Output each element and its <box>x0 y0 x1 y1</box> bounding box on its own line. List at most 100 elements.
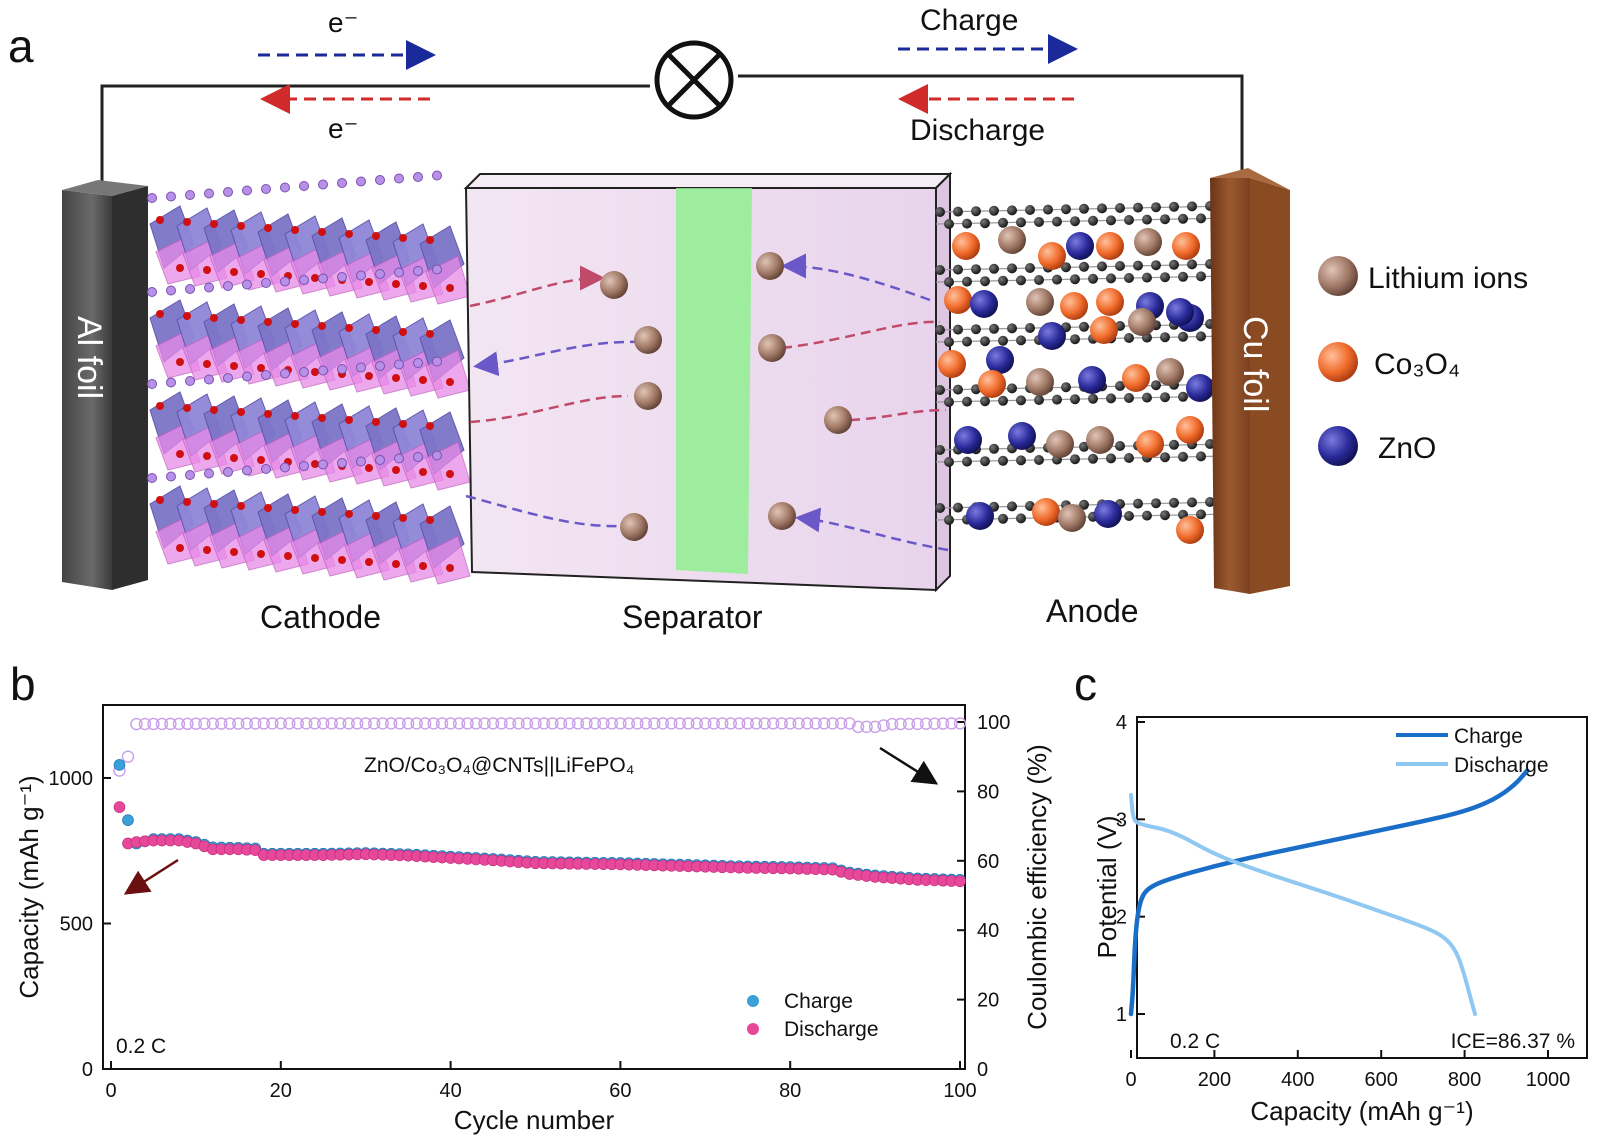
oxygen-atom <box>399 514 407 522</box>
discharge-curve <box>1129 793 1478 1016</box>
li-site <box>223 281 233 291</box>
carbon-atom <box>1025 323 1035 333</box>
carbon-atom <box>1196 509 1206 520</box>
ce-point <box>410 717 423 730</box>
oxygen-atom <box>264 224 272 232</box>
oxygen-atom <box>203 546 211 554</box>
zno-particle <box>1008 422 1036 450</box>
li-site <box>147 287 157 297</box>
carbon-atom <box>998 455 1008 466</box>
zno-particle <box>1066 232 1094 260</box>
carbon-atom <box>1205 439 1215 449</box>
ce-point <box>605 717 619 730</box>
carbon-atom <box>1169 201 1179 212</box>
carbon-atom <box>1034 455 1044 465</box>
carbon-atom <box>944 337 954 347</box>
zno-particle <box>986 346 1014 374</box>
legend-label-discharge: Discharge <box>784 1018 879 1041</box>
co3o4-particle <box>952 232 980 260</box>
li-ion <box>1134 228 1162 256</box>
oxygen-atom <box>399 420 407 428</box>
carbon-atom <box>989 443 999 454</box>
carbon-atom <box>1115 381 1125 391</box>
li-site <box>337 458 347 468</box>
oxygen-atom <box>230 454 238 462</box>
oxygen-atom <box>318 414 326 422</box>
ce-point <box>809 717 822 730</box>
carbon-atom <box>1007 205 1017 216</box>
ce-point <box>834 717 848 730</box>
co3o4-particle <box>978 370 1006 398</box>
zno-particle <box>1094 500 1122 528</box>
ce-point <box>325 717 338 730</box>
carbon-atom <box>1142 214 1152 225</box>
oxygen-atom <box>203 452 211 460</box>
y2-tick-label: 40 <box>977 920 999 942</box>
co3o4-particle <box>1032 498 1060 526</box>
li-site <box>413 172 423 182</box>
carbon-atom <box>962 336 972 347</box>
oxygen-atom <box>419 562 427 570</box>
anode-label: Anode <box>1046 593 1139 629</box>
ce-point <box>512 717 525 730</box>
oxygen-atom <box>176 358 184 366</box>
ce-point <box>648 717 661 730</box>
carbon-atom <box>1052 216 1062 227</box>
carbon-atom <box>1070 334 1080 345</box>
co3o4-particle <box>1176 416 1204 444</box>
carbon-atom <box>971 264 981 275</box>
ce-point <box>240 717 254 730</box>
carbon-atom <box>1007 323 1017 334</box>
oxygen-atom <box>372 326 380 334</box>
oxygen-atom <box>372 418 380 426</box>
co3o4-particle <box>1172 232 1200 260</box>
li-ion <box>634 382 662 410</box>
particle-legend: Lithium ions Co₃O₄ ZnO <box>1318 256 1528 466</box>
co3o4-particle <box>1122 364 1150 392</box>
ce-point <box>588 717 602 730</box>
li-site <box>166 191 176 202</box>
li-site <box>432 170 442 181</box>
oxygen-atom <box>264 504 272 512</box>
carbon-atom <box>1034 275 1044 285</box>
ce-point <box>707 717 720 730</box>
y-tick-label: 4 <box>1116 712 1127 734</box>
ce-point <box>851 720 865 734</box>
carbon-atom <box>1115 261 1125 271</box>
y2-tick-label: 0 <box>977 1059 988 1081</box>
oxygen-atom <box>210 314 218 322</box>
oxygen-atom <box>203 266 211 274</box>
carbon-atom <box>1169 497 1179 508</box>
li-site <box>261 464 271 474</box>
x-tick-label: 60 <box>609 1080 631 1102</box>
x-tick-label: 40 <box>439 1080 461 1102</box>
carbon-atom <box>1133 498 1143 509</box>
li-site <box>299 275 309 285</box>
carbon-atom <box>1205 497 1215 507</box>
ce-point <box>571 717 585 730</box>
co3o4-particle <box>1060 292 1088 320</box>
li-site <box>147 379 157 389</box>
charge-label: Charge <box>920 4 1018 37</box>
li-site <box>204 374 214 385</box>
li-ion <box>1026 288 1054 316</box>
zno-particle <box>1078 366 1106 394</box>
oxygen-atom <box>284 552 292 560</box>
carbon-atom <box>980 396 990 407</box>
li-site <box>242 465 252 476</box>
carbon-atom <box>1160 272 1170 283</box>
li-site <box>299 367 309 377</box>
ce-point <box>384 717 398 730</box>
li-site <box>204 282 214 293</box>
carbon-atom <box>998 513 1008 524</box>
li-site <box>318 179 328 190</box>
y-tick-label: 2 <box>1116 907 1127 929</box>
carbon-atom <box>1007 383 1017 394</box>
carbon-atom <box>1151 380 1161 391</box>
legend-label-lithium: Lithium ions <box>1368 262 1528 295</box>
circuit-wire-right <box>738 74 1244 200</box>
carbon-atom <box>1016 275 1026 286</box>
carbon-atom <box>935 445 945 455</box>
ce-point <box>198 717 211 730</box>
